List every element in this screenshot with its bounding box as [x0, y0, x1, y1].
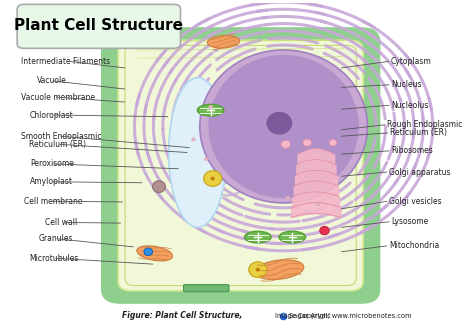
Ellipse shape — [255, 268, 260, 272]
Ellipse shape — [329, 139, 337, 146]
Text: Cytoplasm: Cytoplasm — [391, 57, 432, 66]
Ellipse shape — [279, 231, 306, 243]
Ellipse shape — [266, 112, 292, 135]
Ellipse shape — [210, 176, 215, 180]
Ellipse shape — [249, 262, 267, 277]
Text: Ribosomes: Ribosomes — [391, 146, 433, 155]
Text: Cell membrane: Cell membrane — [24, 197, 82, 206]
Text: Chloroplast: Chloroplast — [30, 111, 74, 119]
Ellipse shape — [320, 226, 329, 235]
Ellipse shape — [153, 181, 165, 193]
Ellipse shape — [316, 203, 320, 207]
Text: Sagar Aryal, www.microbenotes.com: Sagar Aryal, www.microbenotes.com — [289, 313, 412, 319]
Text: ©: © — [281, 314, 285, 318]
Ellipse shape — [200, 50, 367, 203]
Text: Amyloplast: Amyloplast — [30, 177, 73, 186]
Text: Golgi vesicles: Golgi vesicles — [389, 197, 442, 206]
Ellipse shape — [208, 35, 239, 48]
Text: Smooth Endoplasmic: Smooth Endoplasmic — [21, 132, 102, 141]
Ellipse shape — [144, 248, 153, 256]
Text: Rough Endoplasmic: Rough Endoplasmic — [387, 120, 462, 129]
Text: Intermediate Filaments: Intermediate Filaments — [21, 57, 110, 66]
FancyBboxPatch shape — [183, 285, 229, 292]
Ellipse shape — [255, 260, 304, 279]
Text: Plant Cell Structure: Plant Cell Structure — [14, 18, 183, 33]
FancyBboxPatch shape — [118, 40, 363, 291]
Text: Peroxisome: Peroxisome — [30, 159, 74, 168]
Ellipse shape — [197, 104, 224, 116]
Text: Image Copyright: Image Copyright — [275, 313, 331, 319]
Ellipse shape — [137, 246, 173, 261]
Ellipse shape — [245, 231, 271, 243]
Ellipse shape — [281, 140, 291, 148]
Ellipse shape — [204, 157, 209, 161]
Ellipse shape — [169, 78, 227, 227]
Ellipse shape — [286, 196, 290, 200]
Ellipse shape — [191, 137, 196, 141]
Text: Vacuole membrane: Vacuole membrane — [21, 93, 95, 102]
FancyBboxPatch shape — [17, 4, 181, 48]
Ellipse shape — [204, 171, 222, 186]
Text: Vacuole: Vacuole — [36, 76, 66, 85]
Text: Cell wall: Cell wall — [45, 218, 77, 227]
Text: Reticulum (ER): Reticulum (ER) — [29, 140, 86, 149]
Text: Golgi apparatus: Golgi apparatus — [389, 167, 450, 176]
Text: Granules: Granules — [39, 234, 73, 243]
Text: Lysosome: Lysosome — [391, 217, 428, 226]
Text: Nucleolus: Nucleolus — [391, 101, 428, 110]
Text: Nucleus: Nucleus — [391, 80, 421, 89]
Text: Figure: Plant Cell Structure,: Figure: Plant Cell Structure, — [122, 311, 243, 320]
Text: Reticulum (ER): Reticulum (ER) — [390, 128, 447, 137]
Ellipse shape — [303, 139, 311, 146]
FancyBboxPatch shape — [101, 27, 380, 304]
Ellipse shape — [209, 55, 359, 198]
Text: Mitochondria: Mitochondria — [389, 241, 439, 250]
Text: Microtubules: Microtubules — [29, 254, 78, 263]
Ellipse shape — [209, 105, 213, 109]
